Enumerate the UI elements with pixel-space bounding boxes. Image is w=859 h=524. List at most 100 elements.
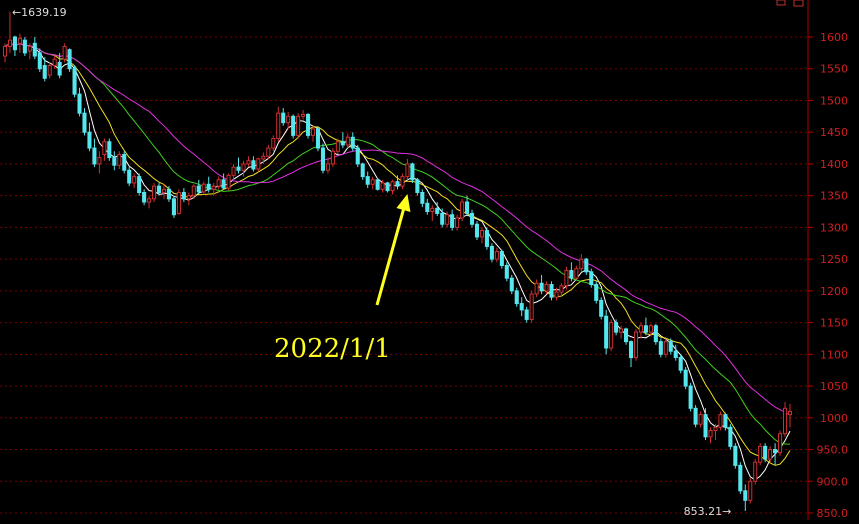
candle-body bbox=[425, 202, 430, 213]
candle-body bbox=[758, 445, 763, 463]
candle bbox=[72, 65, 77, 98]
candle-body bbox=[658, 341, 663, 355]
candle-body bbox=[315, 128, 321, 149]
candle-body bbox=[221, 179, 226, 189]
candle bbox=[231, 163, 236, 180]
y-tick-label: 1100 bbox=[820, 348, 848, 361]
candle-body bbox=[301, 113, 306, 117]
candle bbox=[594, 281, 599, 304]
y-tick-label: 1400 bbox=[820, 158, 848, 171]
candle-body bbox=[648, 325, 653, 333]
annotation-arrow-head bbox=[396, 194, 411, 213]
y-tick-label: 1250 bbox=[820, 253, 848, 266]
candle-body bbox=[37, 52, 42, 70]
candle bbox=[718, 411, 723, 431]
candle-body bbox=[251, 160, 256, 170]
candle bbox=[315, 127, 321, 152]
candle bbox=[241, 160, 246, 177]
corner-controls[interactable] bbox=[776, 0, 804, 7]
candle bbox=[554, 287, 559, 301]
candle-body bbox=[514, 290, 519, 305]
candle bbox=[380, 179, 385, 193]
candle-body bbox=[594, 284, 599, 301]
candle-body bbox=[216, 179, 221, 187]
candle bbox=[137, 173, 142, 196]
candle-body bbox=[604, 315, 609, 349]
candle-body bbox=[465, 201, 470, 214]
candle bbox=[176, 189, 181, 215]
minimize-box-icon[interactable] bbox=[776, 0, 786, 6]
candle bbox=[92, 138, 97, 168]
y-tick-label: 1150 bbox=[820, 317, 848, 330]
y-tick-label: 1200 bbox=[820, 285, 848, 298]
candle bbox=[633, 328, 639, 361]
y-tick-label: 1000 bbox=[820, 412, 848, 425]
candle-body bbox=[62, 46, 67, 60]
y-tick-label: 900.0 bbox=[817, 475, 849, 488]
candle bbox=[474, 221, 480, 241]
candle-body bbox=[554, 291, 559, 298]
candle-body bbox=[509, 277, 514, 292]
candle-body bbox=[787, 410, 793, 416]
candle bbox=[261, 152, 266, 164]
candle bbox=[653, 323, 658, 345]
candle-body bbox=[455, 217, 460, 228]
candle bbox=[152, 182, 157, 203]
candle-body bbox=[127, 169, 132, 184]
candle bbox=[668, 338, 673, 355]
candle bbox=[579, 254, 584, 272]
candle-body bbox=[624, 328, 629, 343]
candle bbox=[405, 158, 410, 180]
y-axis: 850.0 900.0 950.0 1000 1050 1100 1150 1200 1250 1… bbox=[807, 0, 849, 520]
candle bbox=[782, 401, 788, 437]
extreme-markers: ←1639.19 853.21→ bbox=[12, 6, 731, 518]
candle bbox=[544, 281, 549, 295]
candle-body bbox=[370, 179, 375, 185]
candle-body bbox=[7, 39, 13, 48]
candle bbox=[147, 195, 152, 209]
candle-body bbox=[281, 112, 286, 124]
candle bbox=[484, 227, 489, 250]
candle bbox=[67, 48, 72, 72]
candle-body bbox=[474, 223, 480, 238]
candle-body bbox=[22, 39, 27, 54]
candle-body bbox=[668, 341, 673, 352]
candle-body bbox=[152, 185, 157, 200]
candle bbox=[509, 275, 514, 295]
candle bbox=[648, 323, 653, 337]
annotation-date-label: 2022/1/1 bbox=[274, 334, 391, 364]
candle bbox=[624, 327, 629, 345]
candle bbox=[678, 354, 683, 374]
candle bbox=[127, 167, 132, 187]
y-tick-label: 1500 bbox=[820, 94, 848, 107]
candle bbox=[469, 209, 475, 228]
candle-body bbox=[161, 188, 167, 193]
y-tick-label: 1050 bbox=[820, 380, 848, 393]
candle bbox=[330, 148, 335, 168]
candle bbox=[410, 162, 415, 183]
candle bbox=[539, 275, 544, 295]
candle bbox=[673, 344, 678, 361]
candle bbox=[77, 87, 82, 117]
candle-body bbox=[574, 268, 579, 279]
candle bbox=[251, 156, 256, 172]
candle-body bbox=[524, 309, 529, 320]
window-box-icon[interactable] bbox=[793, 0, 804, 7]
candles bbox=[2, 12, 793, 511]
candle bbox=[325, 157, 330, 174]
candle-body bbox=[365, 176, 370, 185]
candle bbox=[787, 403, 793, 428]
candle bbox=[142, 189, 147, 206]
candle bbox=[703, 408, 708, 441]
date-annotation: 2022/1/1 bbox=[274, 194, 411, 364]
candle-body bbox=[579, 258, 584, 270]
candle-body bbox=[142, 191, 147, 203]
candle bbox=[658, 338, 663, 358]
candle-body bbox=[77, 93, 82, 114]
candle-body bbox=[778, 433, 783, 454]
candle bbox=[276, 106, 281, 142]
candle-body bbox=[539, 282, 544, 292]
candle bbox=[27, 43, 32, 60]
candle bbox=[281, 108, 286, 126]
candle bbox=[643, 317, 648, 336]
